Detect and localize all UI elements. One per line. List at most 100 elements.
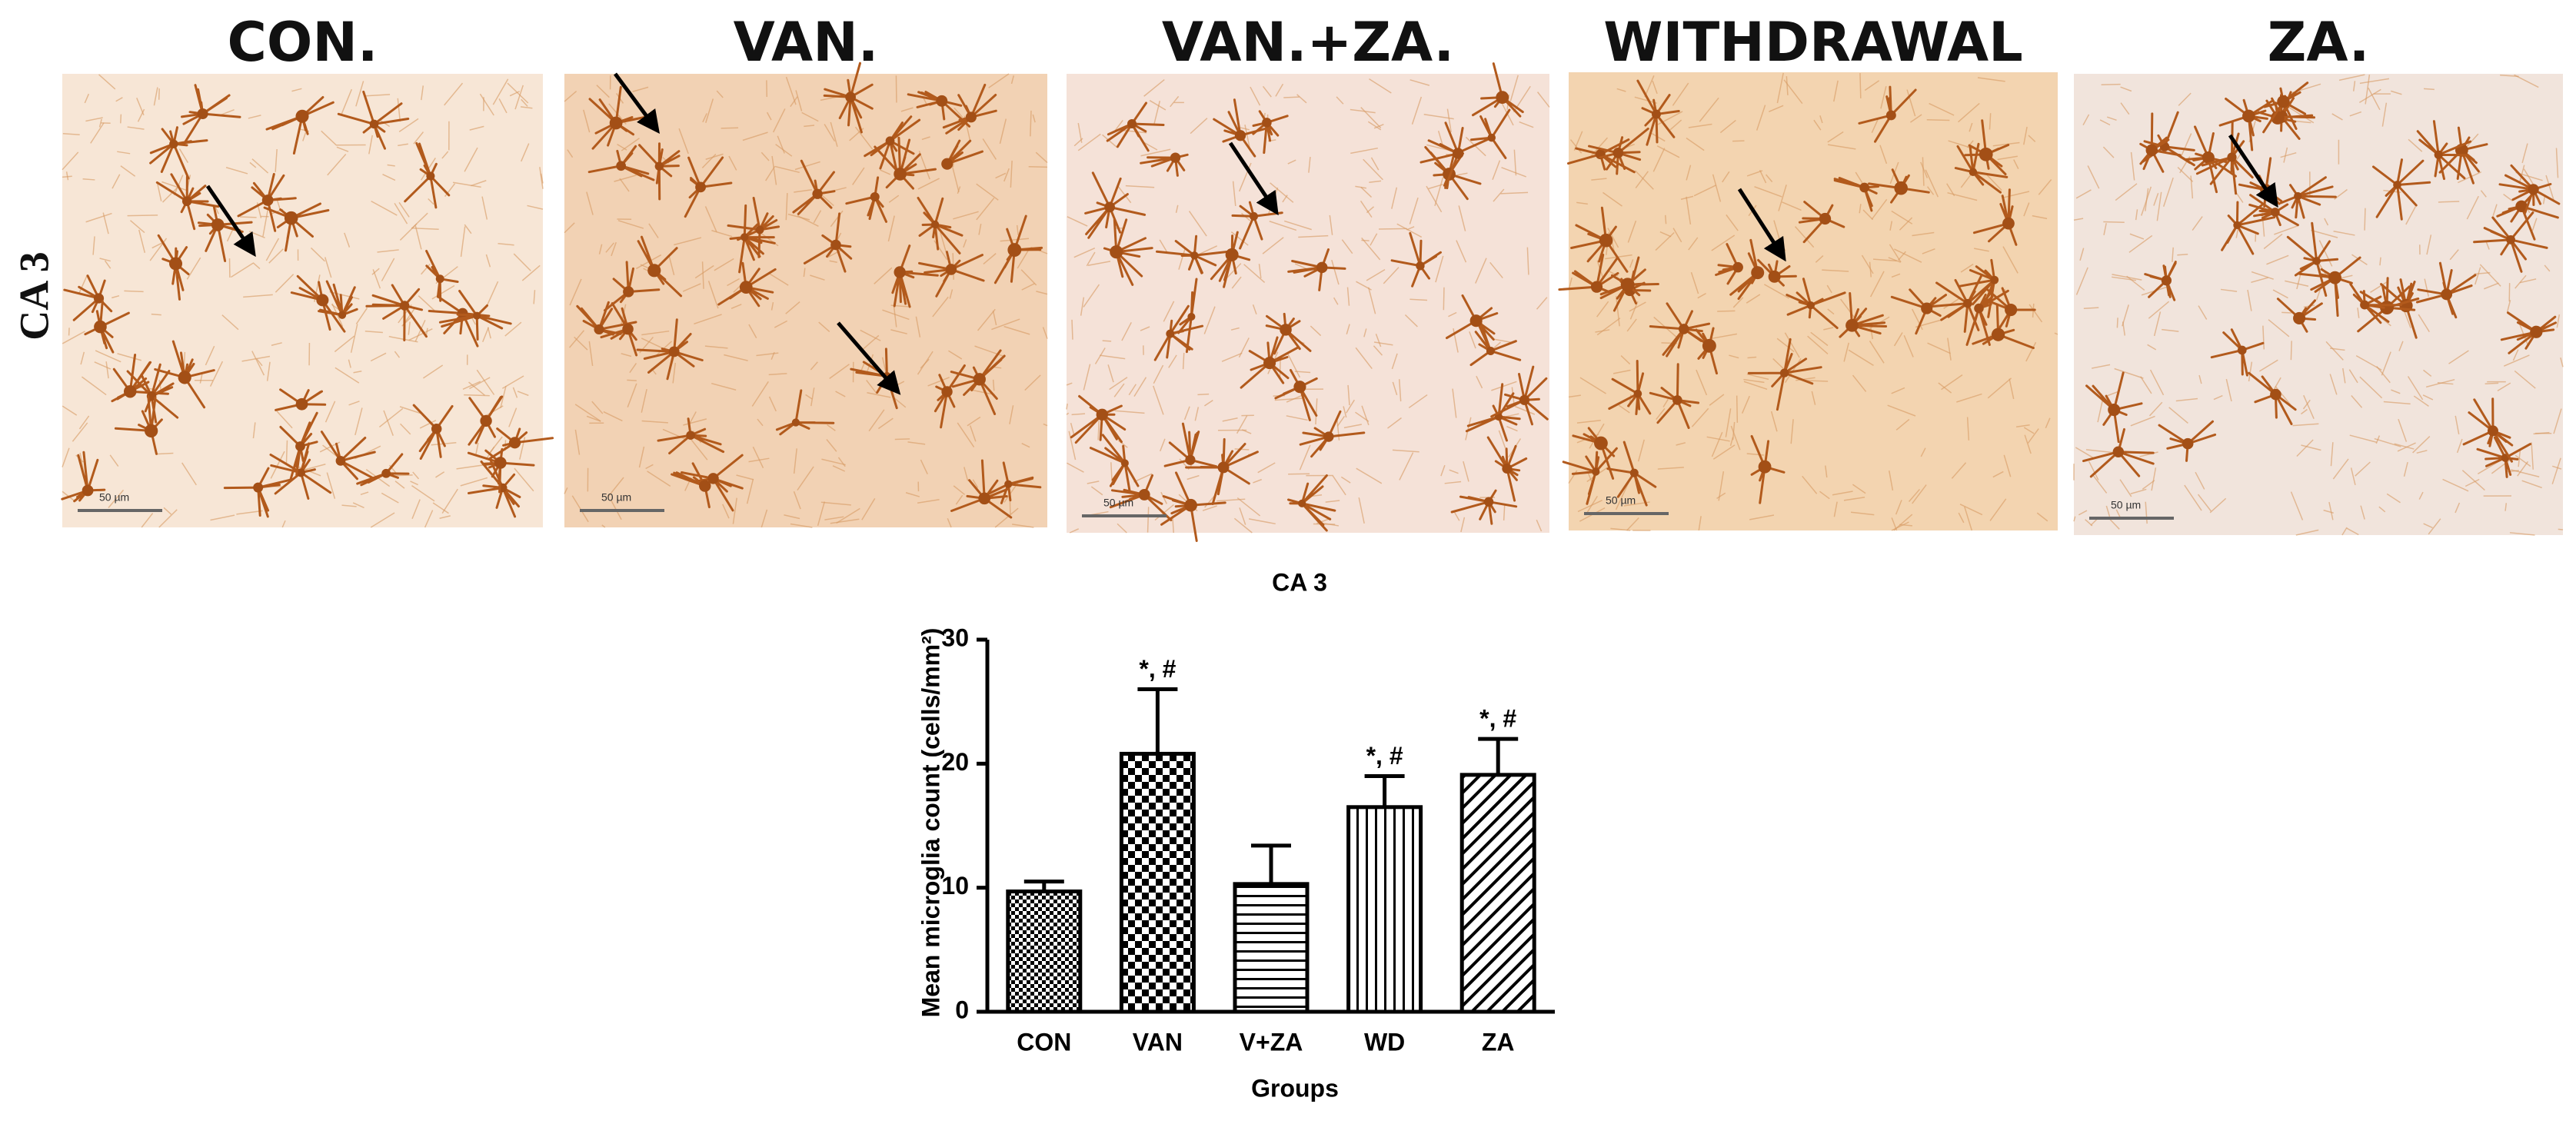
fiber bbox=[2029, 304, 2043, 323]
fiber bbox=[1465, 417, 1472, 441]
fiber bbox=[183, 351, 186, 368]
fiber bbox=[2349, 111, 2362, 117]
fiber bbox=[1109, 377, 1128, 391]
cell-body bbox=[1298, 499, 1306, 507]
fiber bbox=[621, 353, 632, 357]
cell-body bbox=[870, 191, 880, 202]
fiber bbox=[1391, 187, 1398, 209]
cell-process bbox=[600, 302, 638, 357]
fiber bbox=[1444, 481, 1462, 484]
fiber bbox=[1732, 297, 1744, 308]
fiber bbox=[728, 155, 737, 171]
fiber bbox=[1373, 341, 1393, 346]
fiber bbox=[1903, 334, 1914, 357]
fiber bbox=[2318, 240, 2333, 267]
fiber bbox=[1784, 332, 1800, 358]
fiber bbox=[1811, 391, 1816, 405]
fiber bbox=[1629, 301, 1639, 320]
fiber bbox=[611, 241, 617, 257]
fiber bbox=[399, 223, 418, 241]
fiber bbox=[2290, 491, 2304, 520]
fiber bbox=[918, 151, 930, 180]
cell-process bbox=[2476, 436, 2531, 478]
fiber bbox=[1536, 297, 1548, 310]
fiber bbox=[1160, 491, 1167, 504]
fiber bbox=[105, 361, 109, 379]
fiber bbox=[475, 442, 479, 455]
fiber bbox=[348, 401, 360, 406]
fiber bbox=[1231, 276, 1242, 289]
fiber bbox=[1243, 264, 1266, 283]
fiber bbox=[1222, 417, 1238, 422]
fiber bbox=[1343, 424, 1362, 429]
fiber bbox=[178, 148, 189, 163]
fiber bbox=[1274, 397, 1303, 401]
fiber bbox=[398, 201, 410, 218]
fiber bbox=[2168, 407, 2188, 424]
fiber bbox=[521, 143, 530, 162]
fiber bbox=[236, 510, 263, 515]
fiber bbox=[794, 161, 820, 171]
cell-body bbox=[2393, 181, 2401, 189]
fiber bbox=[752, 446, 764, 469]
fiber bbox=[1003, 168, 1010, 182]
cell-process bbox=[1562, 447, 1618, 505]
fiber bbox=[1536, 519, 1543, 532]
fiber bbox=[1068, 431, 1077, 461]
cell-process bbox=[2210, 328, 2265, 377]
fiber bbox=[784, 514, 800, 520]
fiber bbox=[1142, 141, 1158, 151]
cell-body bbox=[2434, 150, 2443, 159]
fiber bbox=[977, 308, 996, 331]
fiber bbox=[917, 351, 934, 375]
fiber bbox=[514, 467, 534, 492]
fiber bbox=[647, 471, 671, 487]
cell-process bbox=[942, 83, 997, 135]
fiber bbox=[2391, 389, 2401, 394]
fiber bbox=[785, 76, 797, 105]
fiber bbox=[674, 237, 702, 246]
fiber bbox=[2329, 374, 2338, 395]
fiber bbox=[1759, 169, 1767, 184]
fiber bbox=[84, 93, 90, 104]
fiber bbox=[688, 411, 697, 425]
cell-body bbox=[1469, 314, 1483, 328]
fiber bbox=[2442, 478, 2469, 492]
fiber bbox=[1686, 137, 1705, 151]
fiber bbox=[1340, 476, 1351, 484]
fiber bbox=[2484, 382, 2499, 385]
fiber bbox=[485, 254, 491, 268]
cell-body bbox=[94, 320, 107, 334]
fiber bbox=[1764, 284, 1789, 299]
fiber bbox=[1620, 354, 1631, 365]
fiber bbox=[1336, 420, 1340, 441]
fiber bbox=[1204, 494, 1216, 508]
fiber bbox=[1343, 406, 1347, 418]
bar bbox=[1459, 773, 1536, 1014]
fiber bbox=[2085, 449, 2115, 454]
fiber bbox=[1440, 464, 1446, 477]
fiber bbox=[1036, 291, 1048, 295]
fiber bbox=[2555, 148, 2559, 178]
fiber bbox=[2263, 233, 2283, 250]
fiber bbox=[2351, 394, 2363, 408]
fiber bbox=[1796, 377, 1816, 381]
fiber bbox=[1869, 341, 1885, 364]
cell-process bbox=[1599, 268, 1659, 312]
fiber bbox=[1746, 294, 1761, 304]
fiber bbox=[2292, 423, 2319, 427]
fiber bbox=[2381, 351, 2391, 376]
fiber bbox=[1310, 325, 1322, 337]
cell-body bbox=[369, 119, 379, 129]
fiber bbox=[1332, 475, 1346, 496]
fiber bbox=[627, 379, 637, 381]
fiber bbox=[462, 381, 481, 390]
fiber bbox=[464, 394, 490, 397]
cell-body bbox=[2112, 446, 2125, 457]
fiber bbox=[1743, 381, 1768, 391]
fiber bbox=[1315, 398, 1318, 425]
fiber bbox=[1686, 165, 1692, 181]
fiber bbox=[452, 181, 481, 188]
fiber bbox=[1066, 412, 1070, 415]
cell-body bbox=[2202, 151, 2215, 164]
